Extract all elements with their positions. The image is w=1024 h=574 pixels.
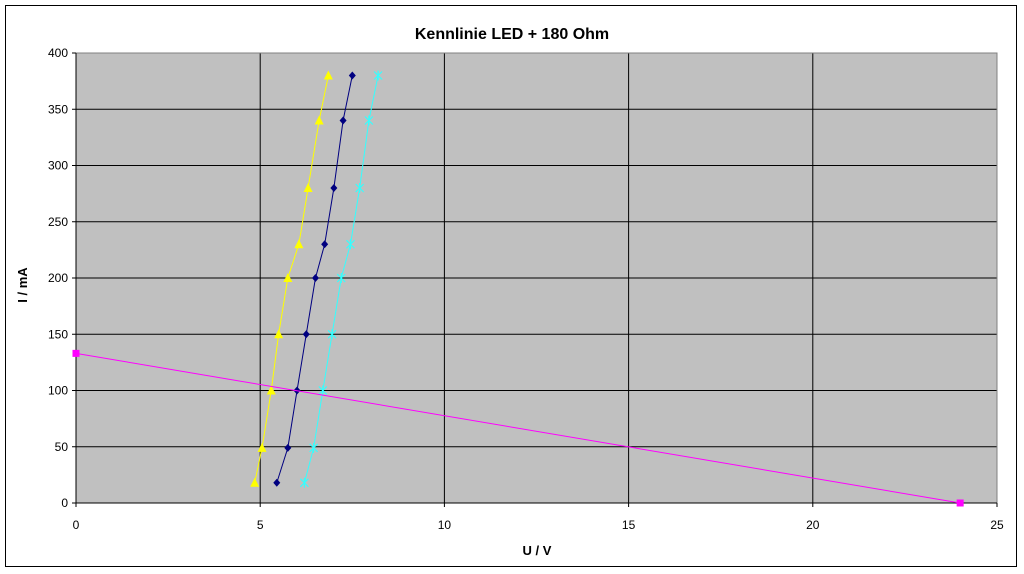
data-point-diamond bbox=[273, 478, 281, 487]
chart-frame: Kennlinie LED + 180 Ohm U / V I / mA 0 50… bbox=[5, 5, 1017, 567]
data-point-diamond bbox=[330, 184, 338, 192]
y-tick-label: 50 bbox=[55, 440, 69, 454]
data-point-diamond bbox=[339, 116, 347, 125]
y-tick-label: 250 bbox=[48, 215, 68, 229]
y-tick-label: 150 bbox=[48, 327, 68, 341]
data-point-diamond bbox=[284, 443, 292, 452]
chart-svg: Kennlinie LED + 180 Ohm U / V I / mA 050… bbox=[15, 26, 1004, 558]
y-tick-label: 0 bbox=[61, 496, 68, 510]
chart-title: Kennlinie LED + 180 Ohm bbox=[415, 26, 609, 43]
y-axis-label: I / mA bbox=[15, 267, 30, 303]
data-point-triangle bbox=[314, 115, 324, 125]
data-point-star bbox=[336, 273, 346, 283]
x-tick-label: 10 bbox=[438, 518, 452, 532]
data-point-star bbox=[355, 183, 365, 193]
y-tick-label: 350 bbox=[48, 102, 68, 116]
data-point-star bbox=[346, 239, 355, 250]
x-axis-label: U / V bbox=[523, 543, 552, 558]
data-point-diamond bbox=[348, 71, 356, 80]
data-point-star bbox=[299, 477, 309, 488]
data-point-triangle bbox=[283, 273, 293, 282]
data-point-diamond bbox=[321, 240, 329, 249]
y-tick-label: 300 bbox=[48, 159, 68, 173]
data-point-square bbox=[72, 349, 80, 357]
x-tick-label: 0 bbox=[73, 518, 80, 532]
data-point-star bbox=[327, 329, 337, 340]
y-tick-label: 100 bbox=[48, 384, 68, 398]
x-tick-label: 5 bbox=[257, 518, 264, 532]
data-point-triangle bbox=[250, 477, 260, 487]
y-tick-label: 400 bbox=[48, 46, 68, 60]
x-tick-label: 15 bbox=[622, 518, 636, 532]
series-line-3 bbox=[75, 352, 961, 504]
y-tick-label: 200 bbox=[48, 271, 68, 285]
data-point-diamond bbox=[302, 330, 310, 339]
data-point-triangle bbox=[274, 329, 284, 339]
plot-area: 0 50 100 150 200 250 300 350 400 0 5 10 15 20 25 bbox=[48, 46, 1004, 532]
data-point-diamond bbox=[311, 274, 319, 282]
data-point-star bbox=[364, 115, 374, 126]
data-point-star bbox=[318, 385, 328, 396]
data-point-triangle bbox=[257, 442, 267, 452]
x-tick-label: 25 bbox=[990, 518, 1004, 532]
data-point-star bbox=[309, 442, 319, 453]
data-point-square bbox=[956, 499, 964, 507]
x-tick-label: 20 bbox=[806, 518, 820, 532]
data-point-triangle bbox=[323, 70, 333, 80]
data-point-triangle bbox=[266, 385, 276, 395]
data-point-triangle bbox=[303, 183, 313, 192]
data-point-triangle bbox=[294, 239, 304, 249]
data-point-star bbox=[373, 70, 383, 81]
